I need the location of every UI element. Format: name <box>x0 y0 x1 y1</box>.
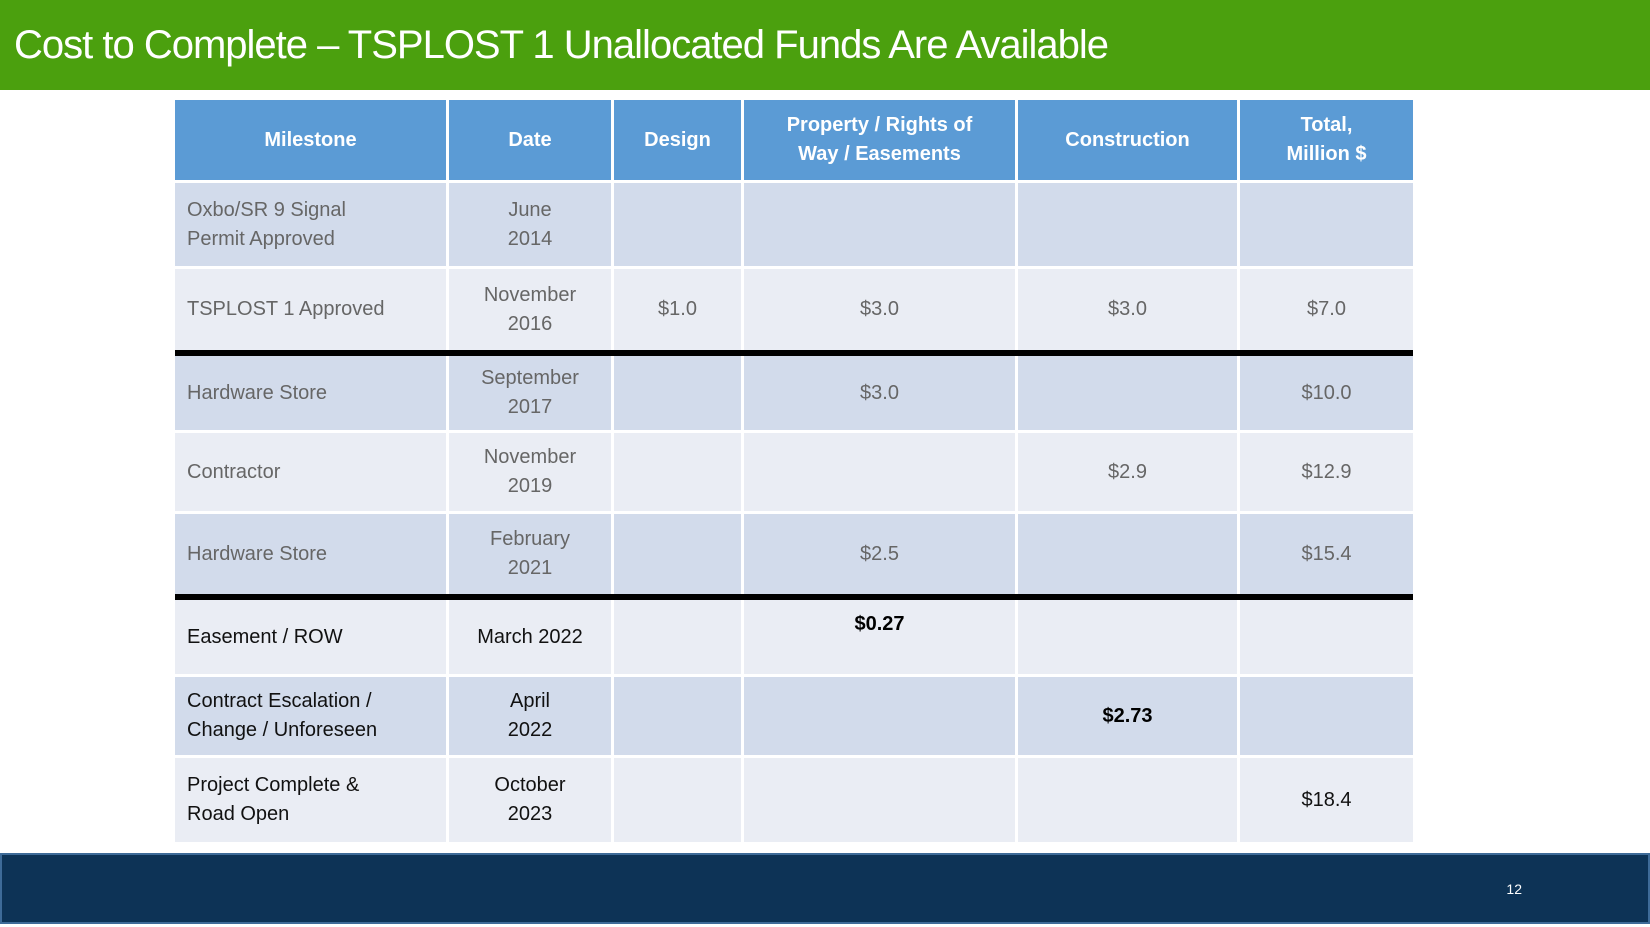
cell-total: $15.4 <box>1240 514 1413 594</box>
cell-property <box>744 433 1015 511</box>
cell-milestone: Contractor <box>175 433 446 511</box>
cell-property: $3.0 <box>744 356 1015 430</box>
page-number: 12 <box>1506 880 1522 897</box>
thick-divider <box>175 594 1413 600</box>
thick-divider <box>175 350 1413 356</box>
cell-design <box>614 758 741 842</box>
cell-total: $12.9 <box>1240 433 1413 511</box>
cell-design <box>614 600 741 674</box>
cell-date: November 2016 <box>449 269 611 350</box>
cell-milestone: Project Complete & Road Open <box>175 758 446 842</box>
table-row: Contractor November 2019 $2.9 $12.9 <box>175 433 1413 511</box>
cell-milestone: Contract Escalation / Change / Unforesee… <box>175 677 446 755</box>
cell-property: $2.5 <box>744 514 1015 594</box>
cell-total <box>1240 183 1413 266</box>
table-row: Oxbo/SR 9 Signal Permit Approved June 20… <box>175 183 1413 266</box>
cost-to-complete-table: Milestone Date Design Property / Rights … <box>175 100 1413 845</box>
table-row: TSPLOST 1 Approved November 2016 $1.0 $3… <box>175 269 1413 350</box>
table-row: Easement / ROW March 2022 $0.27 <box>175 600 1413 674</box>
cell-construction <box>1018 356 1237 430</box>
table-row: Hardware Store February 2021 $2.5 $15.4 <box>175 514 1413 594</box>
column-header-milestone: Milestone <box>175 100 446 180</box>
cell-property <box>744 183 1015 266</box>
table-header-row: Milestone Date Design Property / Rights … <box>175 100 1413 180</box>
cell-design <box>614 183 741 266</box>
cell-design: $1.0 <box>614 269 741 350</box>
column-header-design: Design <box>614 100 741 180</box>
cell-total: $10.0 <box>1240 356 1413 430</box>
cell-construction <box>1018 183 1237 266</box>
cell-construction <box>1018 600 1237 674</box>
cell-date: September 2017 <box>449 356 611 430</box>
cell-total <box>1240 600 1413 674</box>
table-row: Hardware Store September 2017 $3.0 $10.0 <box>175 356 1413 430</box>
cell-milestone: Oxbo/SR 9 Signal Permit Approved <box>175 183 446 266</box>
cell-construction: $3.0 <box>1018 269 1237 350</box>
cell-date: October 2023 <box>449 758 611 842</box>
table-row: Contract Escalation / Change / Unforesee… <box>175 677 1413 755</box>
cell-design <box>614 433 741 511</box>
cell-construction <box>1018 514 1237 594</box>
column-header-date: Date <box>449 100 611 180</box>
cell-total: $18.4 <box>1240 758 1413 842</box>
footer-bar: 12 <box>0 853 1650 924</box>
cell-date: June 2014 <box>449 183 611 266</box>
column-header-total-million: Total, Million $ <box>1240 100 1413 180</box>
cell-design <box>614 677 741 755</box>
cell-property <box>744 677 1015 755</box>
cell-date: November 2019 <box>449 433 611 511</box>
cell-date: April 2022 <box>449 677 611 755</box>
cell-construction: $2.9 <box>1018 433 1237 511</box>
cell-construction: $2.73 <box>1018 677 1237 755</box>
cell-property: $3.0 <box>744 269 1015 350</box>
column-header-construction: Construction <box>1018 100 1237 180</box>
cell-date: March 2022 <box>449 600 611 674</box>
cell-date: February 2021 <box>449 514 611 594</box>
cell-milestone: Hardware Store <box>175 356 446 430</box>
cell-total: $7.0 <box>1240 269 1413 350</box>
slide-title: Cost to Complete – TSPLOST 1 Unallocated… <box>14 23 1109 67</box>
cell-milestone: Hardware Store <box>175 514 446 594</box>
column-header-property-row-easements: Property / Rights of Way / Easements <box>744 100 1015 180</box>
table-row: Project Complete & Road Open October 202… <box>175 758 1413 842</box>
cell-property: $0.27 <box>744 600 1015 674</box>
cell-property <box>744 758 1015 842</box>
title-bar: Cost to Complete – TSPLOST 1 Unallocated… <box>0 0 1650 90</box>
cell-total <box>1240 677 1413 755</box>
cell-milestone: TSPLOST 1 Approved <box>175 269 446 350</box>
cell-construction <box>1018 758 1237 842</box>
cell-milestone: Easement / ROW <box>175 600 446 674</box>
cell-design <box>614 356 741 430</box>
cell-design <box>614 514 741 594</box>
